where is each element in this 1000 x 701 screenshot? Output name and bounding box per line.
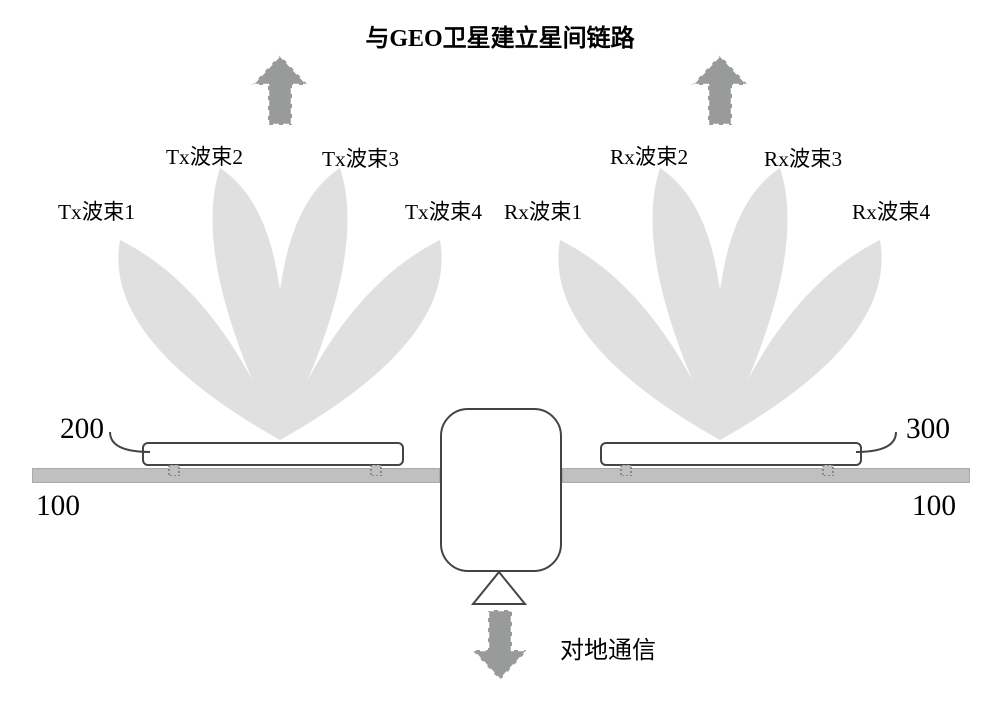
- ground-comm-label: 对地通信: [560, 630, 656, 665]
- arrow-up-icon: [252, 55, 308, 125]
- tx-beam-label-4: Tx波束4: [405, 195, 482, 226]
- antenna-plate-left: [142, 442, 404, 466]
- ref-300-label: 300: [906, 413, 950, 446]
- rx-beam-label-4: Rx波束4: [852, 195, 930, 226]
- spring-left-b: [370, 463, 382, 475]
- page-title: 与GEO卫星建立星间链路: [0, 18, 1000, 53]
- tx-beam-label-1: Tx波束1: [58, 195, 135, 226]
- tx-beam-label-3: Tx波束3: [322, 142, 399, 173]
- ref-100-left-label: 100: [36, 490, 80, 523]
- base-triangle-icon: [471, 570, 527, 606]
- arrow-up-right: [692, 55, 748, 125]
- rx-beam-label-2: Rx波束2: [610, 140, 688, 171]
- arrow-down-icon: [472, 610, 528, 680]
- spring-left-a: [168, 463, 180, 475]
- tx-beam-label-2: Tx波束2: [166, 140, 243, 171]
- rx-beam-label-3: Rx波束3: [764, 142, 842, 173]
- callout-300: [846, 422, 906, 462]
- ref-200-label: 200: [60, 413, 104, 446]
- diagram-root: 与GEO卫星建立星间链路: [0, 0, 1000, 701]
- spring-right-b: [822, 463, 834, 475]
- arrow-up-left: [252, 55, 308, 125]
- arrow-up-icon: [692, 55, 748, 125]
- ref-100-right-label: 100: [912, 490, 956, 523]
- rx-beam-label-1: Rx波束1: [504, 195, 582, 226]
- arrow-down: [472, 610, 528, 680]
- rx-beam-group: [540, 160, 900, 440]
- callout-200: [100, 422, 160, 462]
- satellite-body: [440, 408, 562, 572]
- spring-right-a: [620, 463, 632, 475]
